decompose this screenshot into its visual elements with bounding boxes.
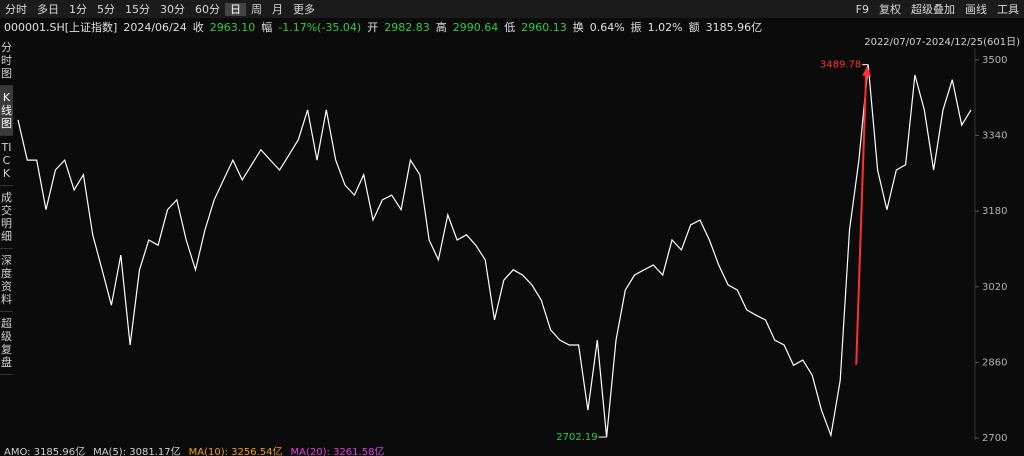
info-field: 高: [435, 21, 447, 34]
range-label: 2022/07/07-2024/12/25(601日): [864, 37, 1020, 48]
chart: 2022/07/07-2024/12/25(601日) 2700 2860 3020…: [17, 37, 1020, 444]
indicator: MA(10): 3256.54亿: [188, 446, 283, 456]
info-field: 幅: [261, 21, 273, 34]
indicator-bar: AMO: 3185.96亿 MA(5): 3081.17亿 MA(10): 3256…: [0, 444, 392, 456]
info-field: 000001.SH[上证指数]: [4, 21, 118, 34]
info-field: 0.64%: [589, 20, 625, 34]
toolbar: 分时 多日 1分 5分 15分 30分 60分日周月更多 F9 复权 超级叠加 画线 工具: [0, 0, 1024, 18]
info-field: 3185.96亿: [705, 21, 763, 34]
side-tab[interactable]: 超级复盘: [0, 312, 13, 375]
info-field: -1.17%(-35.04): [278, 20, 362, 34]
sidebar: 分时图 K线图 TICK 成交明细 深度资料 超级复盘: [0, 36, 15, 375]
period-tab[interactable]: 月: [272, 3, 283, 16]
info-field: 1.02%: [647, 20, 683, 34]
info-field: 低: [504, 21, 516, 34]
period-tab[interactable]: 60分: [195, 3, 220, 16]
info-bar: 000001.SH[上证指数] 2024/06/24 收 2963.10 幅 -1.17%…: [0, 18, 768, 36]
info-field: 额: [688, 21, 700, 34]
side-tab[interactable]: TICK: [0, 136, 13, 186]
side-tab[interactable]: 深度资料: [0, 249, 13, 312]
period-tab[interactable]: 15分: [125, 3, 150, 16]
price-line: [17, 64, 972, 438]
side-tab[interactable]: 分时图: [0, 36, 13, 86]
period-tab[interactable]: 1分: [69, 3, 87, 16]
y-tick-label: 3500: [982, 55, 1007, 66]
high-arrowhead: [862, 65, 872, 77]
tool-button[interactable]: 画线: [965, 3, 987, 16]
y-tick-label: 3180: [982, 206, 1007, 217]
period-tabs: 分时 多日 1分 5分 15分 30分 60分日周月更多: [0, 1, 320, 17]
info-field: 开: [367, 21, 379, 34]
y-tick-label: 2860: [982, 357, 1007, 368]
period-tab[interactable]: 多日: [37, 3, 59, 16]
tool-button[interactable]: F9: [855, 3, 869, 16]
side-tab[interactable]: 成交明细: [0, 186, 13, 249]
tool-button[interactable]: 超级叠加: [911, 3, 955, 16]
y-tick-label: 2700: [982, 433, 1007, 444]
info-field: 2982.83: [384, 20, 430, 34]
info-field: 振: [630, 21, 642, 34]
y-tick-label: 3020: [982, 282, 1007, 293]
info-field: 收: [192, 21, 204, 34]
high-label: 3489.78: [820, 60, 861, 71]
tool-button[interactable]: 工具: [997, 3, 1019, 16]
period-tab[interactable]: 日: [225, 3, 246, 16]
period-tab[interactable]: 分时: [5, 3, 27, 16]
info-field: 2024/06/24: [123, 20, 187, 34]
indicator: AMO: 3185.96亿: [4, 446, 86, 456]
period-tab[interactable]: 5分: [97, 3, 115, 16]
indicator: MA(20): 3261.58亿: [290, 446, 385, 456]
period-tab[interactable]: 30分: [160, 3, 185, 16]
info-field: 换: [572, 21, 584, 34]
info-field: 2960.13: [521, 20, 567, 34]
info-field: 2990.64: [452, 20, 499, 34]
period-tab[interactable]: 周: [251, 3, 262, 16]
high-arrow: [855, 70, 868, 365]
period-tab[interactable]: 更多: [293, 3, 315, 16]
info-field: 2963.10: [209, 20, 256, 34]
y-tick-label: 3340: [982, 130, 1007, 141]
side-tab[interactable]: K线图: [0, 86, 13, 136]
tools: F9 复权 超级叠加 画线 工具: [851, 1, 1024, 17]
low-label: 2702.19: [556, 432, 597, 443]
tool-button[interactable]: 复权: [879, 3, 901, 16]
indicator: MA(5): 3081.17亿: [93, 446, 181, 456]
